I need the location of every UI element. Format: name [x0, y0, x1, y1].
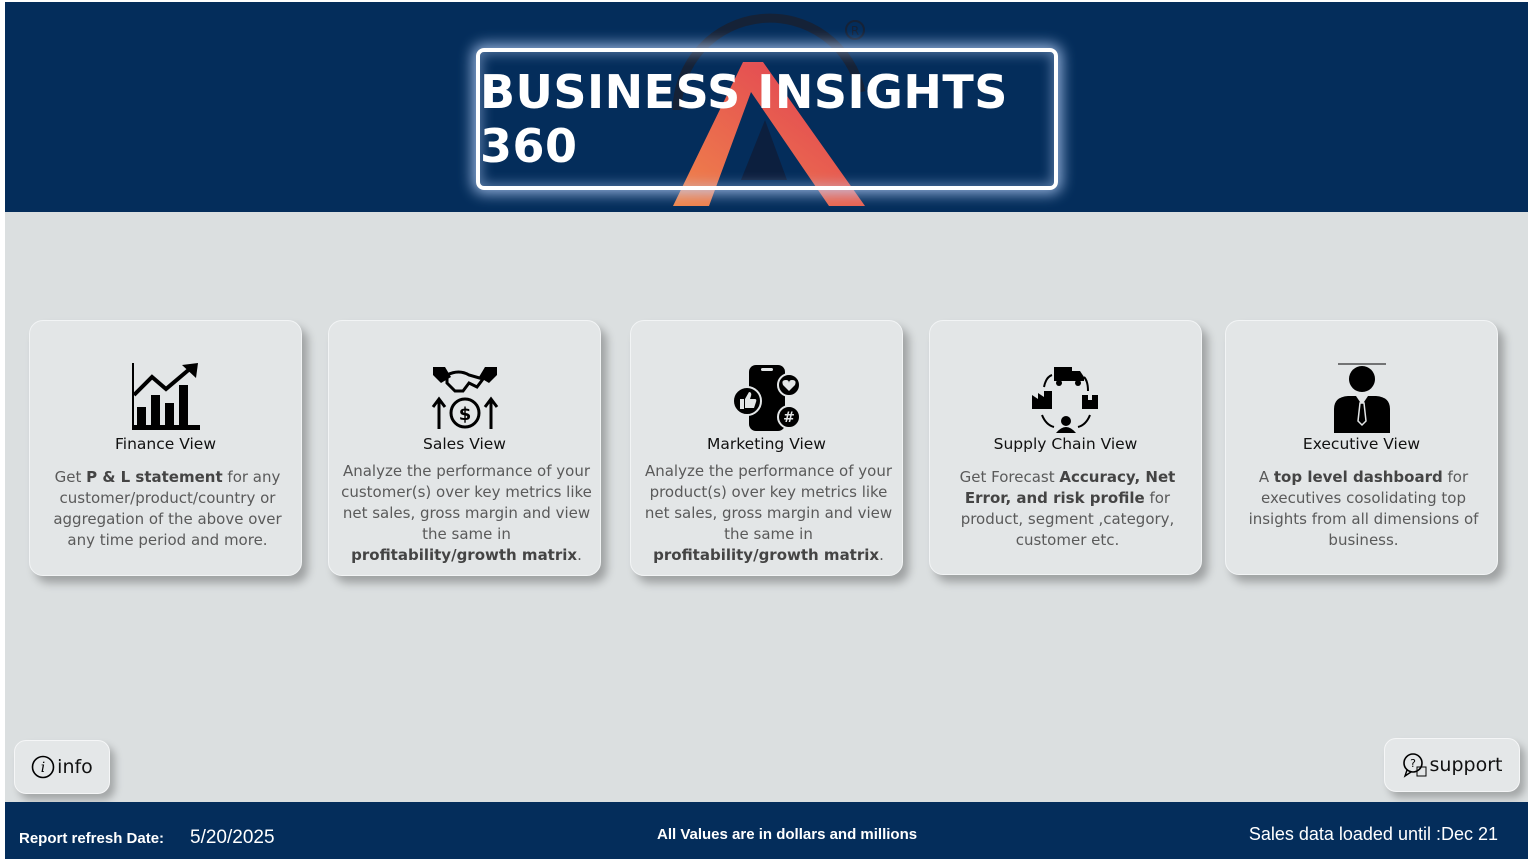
card-description: Analyze the performance of your product(… [641, 461, 896, 566]
card-supply-chain-view[interactable]: Supply Chain View Get Forecast Accuracy,… [929, 320, 1202, 575]
refresh-date-value: 5/20/2025 [190, 827, 275, 848]
social-media-phone-icon: # [731, 365, 801, 431]
title-box: BUSINESS INSIGHTS 360 [476, 48, 1058, 190]
finance-chart-icon [131, 363, 200, 430]
desc-text: Get Forecast [959, 468, 1060, 486]
desc-text: Analyze the performance of your customer… [341, 462, 592, 543]
svg-text:R: R [851, 24, 859, 38]
footer-bar: Report refresh Date: 5/20/2025 All Value… [5, 802, 1528, 859]
desc-text: Analyze the performance of your product(… [644, 462, 893, 543]
desc-text: for executives cosolidating top insights… [1248, 468, 1479, 549]
desc-bold-text: top level dashboard [1273, 468, 1443, 486]
svg-text:?: ? [1410, 757, 1416, 770]
card-title: Finance View [114, 435, 216, 453]
info-label: info [57, 756, 93, 778]
card-description: Get P & L statement for any customer/pro… [40, 467, 295, 551]
info-icon: i [31, 755, 55, 779]
svg-text:i: i [41, 760, 45, 776]
svg-text:$: $ [458, 404, 471, 425]
desc-text: A [1258, 468, 1274, 486]
values-note: All Values are in dollars and millions [657, 826, 918, 843]
atliq-logo-icon: R [672, 13, 866, 206]
desc-text: Get [54, 468, 87, 486]
handshake-dollar-icon: $ [431, 367, 498, 429]
desc-bold-text: Accuracy, Net Error, and risk profile [964, 468, 1176, 507]
refresh-date-label: Report refresh Date: [19, 830, 165, 847]
supply-chain-icon [1031, 367, 1098, 433]
info-button[interactable]: i info [14, 740, 110, 794]
support-button[interactable]: ? support [1384, 738, 1520, 792]
app-frame: R BUSINESS INSIGHTS 360 Finance View Get… [5, 2, 1528, 859]
svg-text:#: # [783, 410, 795, 426]
card-marketing-view[interactable]: # Marketing View Analyze the performance… [630, 320, 903, 576]
desc-text: . [577, 546, 582, 564]
sales-loaded-until: Sales data loaded until :Dec 21 [1248, 824, 1498, 844]
card-description: A top level dashboard for executives cos… [1236, 467, 1491, 551]
desc-bold-text: P & L statement [86, 468, 223, 486]
executive-person-icon [1333, 363, 1390, 433]
card-title: Supply Chain View [993, 435, 1138, 453]
desc-text: for product, segment ,category, customer… [960, 489, 1175, 549]
page-title: BUSINESS INSIGHTS 360 [480, 65, 1008, 173]
card-title: Executive View [1302, 435, 1421, 453]
card-finance-view[interactable]: Finance View Get P & L statement for any… [29, 320, 302, 576]
card-description: Analyze the performance of your customer… [339, 461, 594, 566]
header-banner: R BUSINESS INSIGHTS 360 [5, 2, 1528, 212]
card-title: Sales View [423, 435, 506, 453]
desc-bold-text: profitability/growth matrix [351, 546, 578, 564]
card-title: Marketing View [707, 435, 826, 453]
desc-bold-text: profitability/growth matrix [653, 546, 880, 564]
support-chat-icon: ? [1402, 753, 1427, 778]
card-sales-view[interactable]: $ Sales View Analyze the performance of … [328, 320, 601, 576]
card-description: Get Forecast Accuracy, Net Error, and ri… [940, 467, 1195, 551]
support-label: support [1429, 754, 1503, 776]
desc-text: for any customer/product/country or aggr… [53, 468, 282, 549]
desc-text: . [879, 546, 884, 564]
card-executive-view[interactable]: Executive View A top level dashboard for… [1225, 320, 1498, 575]
